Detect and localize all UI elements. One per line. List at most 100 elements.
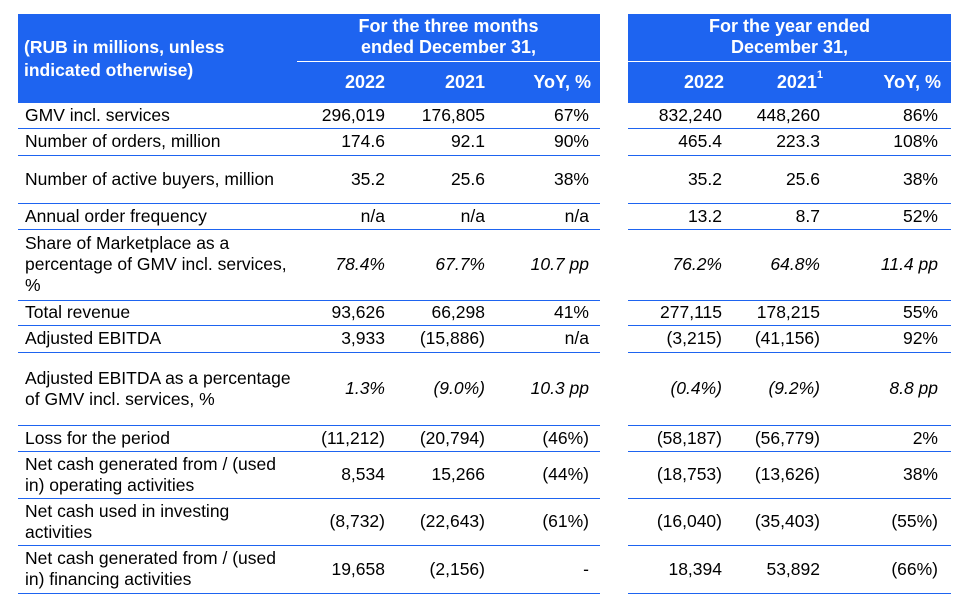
q-yoy-value: n/a <box>564 205 589 226</box>
q-2021-value: n/a <box>460 205 485 226</box>
row-label: Share of Marketplace as a percentage of … <box>25 233 287 295</box>
row-label: Loss for the period <box>25 427 170 448</box>
row-divider <box>18 451 600 452</box>
q-2022-value: 8,534 <box>341 464 385 484</box>
year-col-2021: 20211 <box>724 62 823 103</box>
row-divider <box>18 593 600 594</box>
y-yoy-value: 52% <box>902 205 938 226</box>
y-2021-value: 25.6 <box>785 168 820 189</box>
y-2021-value: (9.2%) <box>768 378 820 398</box>
row-divider <box>18 300 600 301</box>
row-divider <box>628 352 951 353</box>
y-2021-value: (41,156) <box>754 328 820 348</box>
q-2022-value: 3,933 <box>341 328 385 348</box>
q-yoy-value: 10.3 pp <box>530 378 589 398</box>
quarter-col-2022: 2022 <box>344 72 385 92</box>
y-2022-value: 277,115 <box>660 302 722 322</box>
y-yoy-value: (66%) <box>891 558 938 579</box>
q-2021-value: (9.0%) <box>433 378 485 398</box>
row-divider <box>18 155 600 156</box>
q-2022-value: 296,019 <box>321 105 385 125</box>
y-yoy-value: 38% <box>902 464 938 484</box>
year-subheader <box>628 62 951 103</box>
y-yoy-value: (55%) <box>891 511 938 531</box>
row-label: Adjusted EBITDA <box>25 328 162 348</box>
y-2022-value: 465.4 <box>678 131 722 151</box>
row-divider <box>628 325 951 326</box>
y-2022-value: 35.2 <box>687 168 722 189</box>
y-2021-value: (56,779) <box>754 427 820 448</box>
q-2022-value: 19,658 <box>331 558 385 579</box>
row-label: Net cash generated from / (used in) oper… <box>25 453 276 495</box>
q-2021-value: 92.1 <box>450 131 485 151</box>
q-yoy-value: (46%) <box>542 427 589 448</box>
row-divider <box>628 203 951 204</box>
y-2021-value: 178,215 <box>756 302 820 322</box>
row-label: Adjusted EBITDA as a percentage of GMV i… <box>25 367 291 409</box>
units-label: (RUB in millions, unless indicated other… <box>24 37 225 80</box>
q-2022-value: (8,732) <box>329 511 385 531</box>
row-divider <box>18 352 600 353</box>
row-label: Annual order frequency <box>25 205 207 226</box>
y-yoy-value: 108% <box>893 131 938 151</box>
q-2022-value: 174.6 <box>341 131 385 151</box>
quarter-col-yoy: YoY, % <box>533 72 591 92</box>
y-2021-value: 223.3 <box>776 131 820 151</box>
year-col-yoy: YoY, % <box>883 72 941 92</box>
y-2022-value: (0.4%) <box>670 378 722 398</box>
q-2021-value: (15,886) <box>419 328 485 348</box>
row-divider <box>628 229 951 230</box>
year-header-divider <box>628 61 951 62</box>
q-2022-value: 1.3% <box>345 378 385 398</box>
q-yoy-value: 90% <box>553 131 589 151</box>
q-yoy-value: n/a <box>564 328 589 348</box>
row-divider <box>628 593 951 594</box>
quarter-col-2021: 2021 <box>444 72 485 92</box>
row-divider <box>18 128 600 129</box>
q-2021-value: (20,794) <box>419 427 485 448</box>
q-2021-value: 66,298 <box>431 302 485 322</box>
y-yoy-value: 86% <box>902 105 938 125</box>
row-label: Net cash used in investing activities <box>25 500 230 542</box>
row-divider <box>628 425 951 426</box>
y-2021-value: 448,260 <box>756 105 820 125</box>
y-2021-value: 8.7 <box>795 205 820 226</box>
q-2022-value: 93,626 <box>331 302 385 322</box>
q-2022-value: 78.4% <box>335 254 385 274</box>
row-divider <box>18 229 600 230</box>
q-2022-value: n/a <box>360 205 385 226</box>
row-label: Total revenue <box>25 302 131 322</box>
y-2022-value: (58,187) <box>656 427 722 448</box>
row-divider <box>18 325 600 326</box>
y-yoy-value: 8.8 pp <box>889 378 938 398</box>
y-2022-value: 13.2 <box>687 205 722 226</box>
quarter-subheader <box>297 62 600 103</box>
y-2022-value: (18,753) <box>656 464 722 484</box>
q-yoy-value: (61%) <box>542 511 589 531</box>
q-2022-value: (11,212) <box>321 427 385 448</box>
y-yoy-value: 11.4 pp <box>880 254 938 274</box>
q-2021-value: (22,643) <box>419 511 485 531</box>
q-yoy-value: 38% <box>553 168 589 189</box>
row-divider <box>18 203 600 204</box>
y-2021-value: 53,892 <box>766 558 820 579</box>
q-2021-value: 25.6 <box>450 168 485 189</box>
y-yoy-value: 92% <box>902 328 938 348</box>
year-group-label: For the year ended December 31, <box>708 16 871 57</box>
y-2021-value: (13,626) <box>754 464 820 484</box>
q-yoy-value: 41% <box>553 302 589 322</box>
year-col-2022: 2022 <box>683 72 724 92</box>
q-yoy-value: 10.7 pp <box>530 254 589 274</box>
row-divider <box>18 425 600 426</box>
q-yoy-value: - <box>583 558 589 579</box>
y-2021-value: 64.8% <box>770 254 820 274</box>
y-2022-value: (16,040) <box>656 511 722 531</box>
row-divider <box>628 128 951 129</box>
y-2021-value: (35,403) <box>754 511 820 531</box>
row-divider <box>628 155 951 156</box>
q-2021-value: 67.7% <box>435 254 485 274</box>
year-group-header: For the year ended December 31, <box>628 14 951 61</box>
units-header: (RUB in millions, unless indicated other… <box>18 14 297 103</box>
row-divider <box>18 498 600 499</box>
row-divider <box>18 545 600 546</box>
